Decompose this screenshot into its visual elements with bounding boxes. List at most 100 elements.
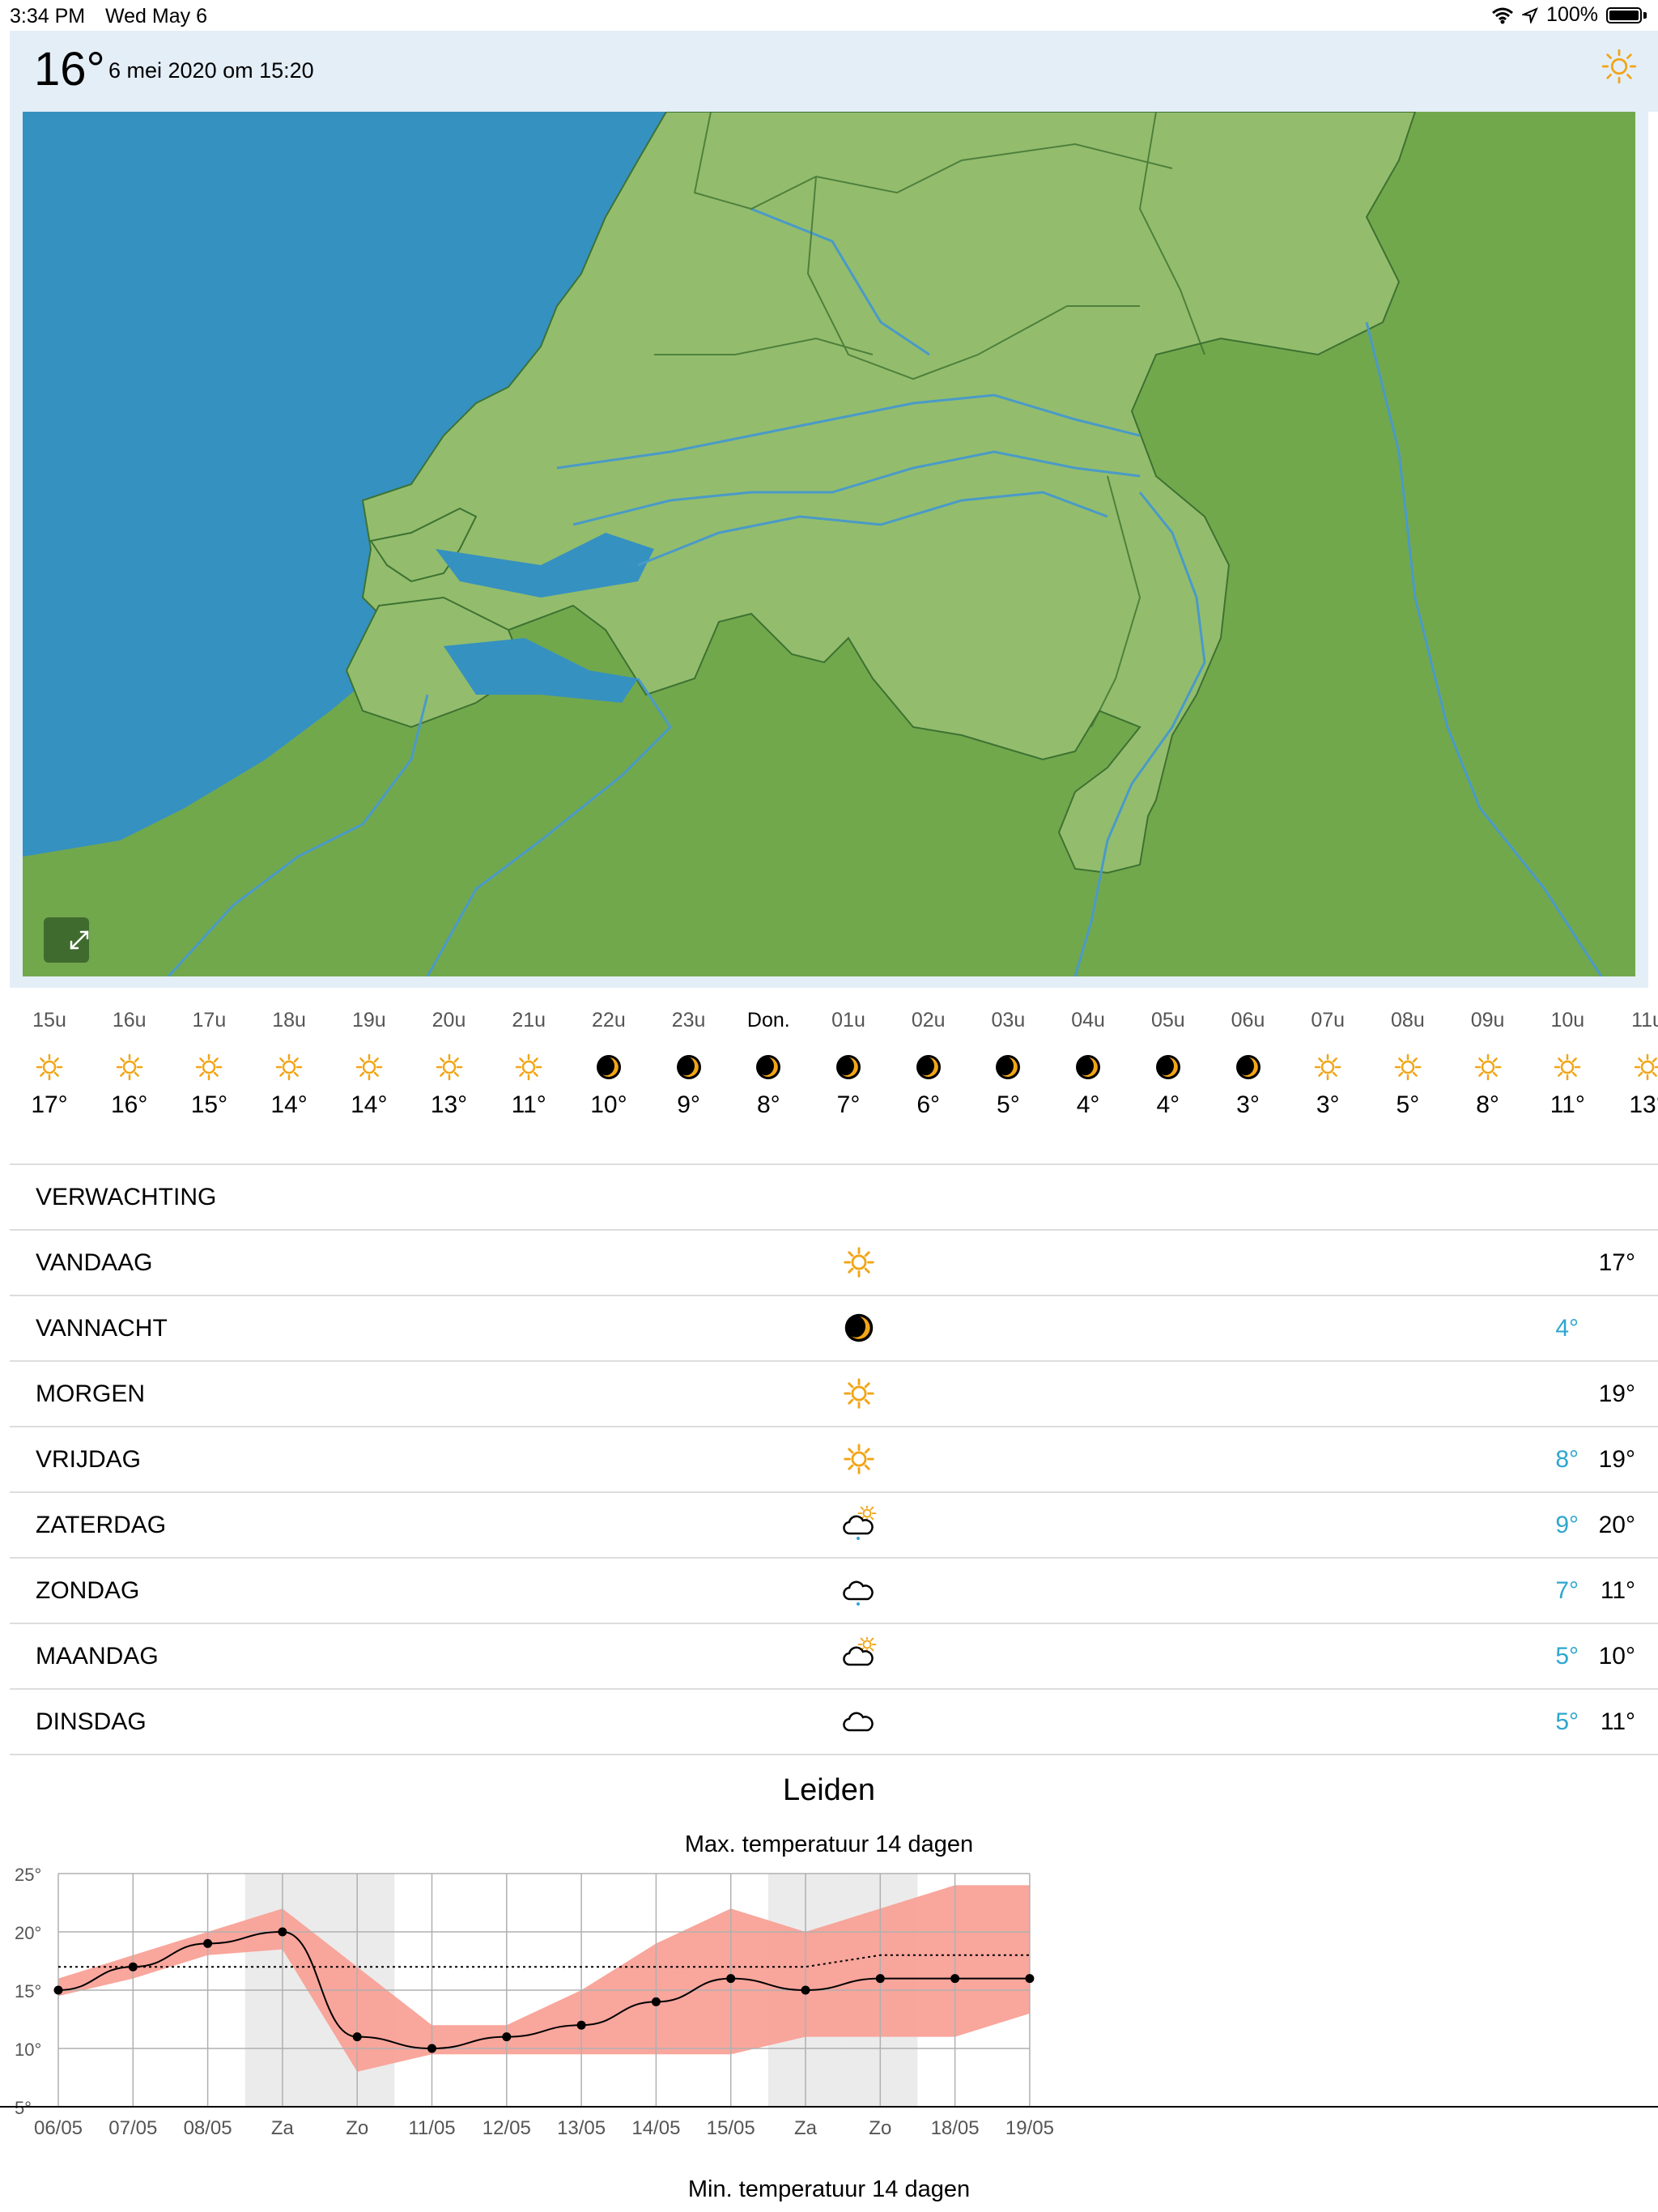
hour-item: 19u 14° bbox=[329, 1004, 409, 1119]
sun-icon bbox=[113, 1051, 146, 1083]
sun-icon bbox=[840, 1375, 878, 1412]
expand-arrows-icon bbox=[70, 930, 89, 950]
forecast-day-name: VRIJDAG bbox=[36, 1446, 142, 1473]
hour-item: 06u 3° bbox=[1209, 1004, 1288, 1119]
hour-label: 16u bbox=[112, 1009, 147, 1032]
sun-icon bbox=[33, 1051, 66, 1083]
forecast-day-name: MAANDAG bbox=[36, 1643, 159, 1670]
location-name: Leiden bbox=[782, 1773, 876, 1807]
x-tick-label: Zo bbox=[869, 2117, 891, 2139]
sun-icon bbox=[840, 1440, 878, 1478]
x-tick-label: 15/05 bbox=[707, 2117, 755, 2139]
forecast-day-name: DINSDAG bbox=[36, 1708, 147, 1735]
hour-label: 19u bbox=[351, 1009, 386, 1032]
forecast-high: 10° bbox=[1598, 1643, 1635, 1670]
hour-temperature: 3° bbox=[1236, 1091, 1260, 1118]
weather-map[interactable] bbox=[10, 112, 1648, 988]
sun-icon bbox=[193, 1051, 225, 1083]
hour-temperature: 4° bbox=[1076, 1091, 1100, 1118]
hour-temperature: 3° bbox=[1316, 1091, 1340, 1118]
hour-label: 07u bbox=[1311, 1009, 1346, 1032]
hour-temperature: 6° bbox=[916, 1091, 941, 1118]
hour-item: 20u 13° bbox=[410, 1004, 489, 1119]
max-temp-chart-title: Max. temperatuur 14 dagen bbox=[684, 1831, 974, 1857]
data-point bbox=[875, 1974, 885, 1984]
forecast-row-zondag[interactable]: ZONDAG 7° 11° bbox=[10, 1557, 1658, 1623]
forecast-row-maandag[interactable]: MAANDAG 5° 10° bbox=[10, 1623, 1658, 1688]
hour-label: 18u bbox=[272, 1009, 306, 1032]
moon-icon bbox=[1232, 1051, 1265, 1083]
forecast-high: 19° bbox=[1598, 1380, 1635, 1407]
hour-item: 05u 4° bbox=[1129, 1004, 1208, 1119]
hour-label: 02u bbox=[911, 1009, 946, 1032]
sun-icon bbox=[512, 1051, 545, 1083]
hour-item: 11u 13° bbox=[1608, 1004, 1658, 1119]
update-timestamp: 6 mei 2020 om 15:20 bbox=[108, 58, 314, 83]
data-point bbox=[651, 1997, 661, 2006]
data-point bbox=[726, 1974, 736, 1984]
hour-label: 06u bbox=[1231, 1009, 1265, 1032]
x-tick-label: 06/05 bbox=[34, 2117, 83, 2139]
hour-temperature: 9° bbox=[677, 1091, 700, 1118]
hour-item: 08u 5° bbox=[1368, 1004, 1448, 1119]
map-graphic[interactable] bbox=[23, 112, 1635, 976]
location-arrow-icon bbox=[1522, 6, 1538, 23]
expand-map-button[interactable] bbox=[44, 917, 89, 963]
sun-icon bbox=[1392, 1051, 1424, 1083]
hour-item: 22u 10° bbox=[569, 1004, 648, 1119]
hour-label: 11u bbox=[1631, 1009, 1658, 1032]
hour-temperature: 14° bbox=[351, 1091, 388, 1118]
data-point bbox=[1025, 1974, 1035, 1984]
data-point bbox=[502, 2032, 512, 2042]
forecast-day-name: MORGEN bbox=[36, 1380, 145, 1407]
moon-icon bbox=[1152, 1051, 1184, 1083]
forecast-high: 20° bbox=[1598, 1512, 1635, 1538]
hourly-forecast-strip[interactable]: 15u 17° 16u 16° 17u 15° 18u 14° 19u 14° 20u 13° 21u 1… bbox=[0, 1004, 1658, 1166]
data-point bbox=[801, 1985, 810, 1995]
hour-label: 20u bbox=[432, 1009, 466, 1032]
moon-icon bbox=[1072, 1051, 1104, 1083]
forecast-row-vrijdag[interactable]: VRIJDAG 8° 19° bbox=[10, 1426, 1658, 1491]
hour-item: 17u 15° bbox=[169, 1004, 249, 1119]
forecast-low: 5° bbox=[1555, 1643, 1579, 1670]
hour-label: 05u bbox=[1150, 1009, 1185, 1032]
x-tick-label: 12/05 bbox=[483, 2117, 531, 2139]
forecast-low: 7° bbox=[1555, 1577, 1579, 1604]
hour-label: 03u bbox=[991, 1009, 1026, 1032]
forecast-row-vandaag[interactable]: VANDAAG 17° bbox=[10, 1229, 1658, 1295]
hour-temperature: 17° bbox=[31, 1091, 68, 1118]
forecast-day-name: ZATERDAG bbox=[36, 1512, 167, 1538]
data-point bbox=[950, 1974, 960, 1984]
data-point bbox=[53, 1985, 63, 1995]
hour-label: 04u bbox=[1071, 1009, 1105, 1032]
hour-label: 15u bbox=[32, 1009, 66, 1032]
hour-item: 21u 11° bbox=[489, 1004, 568, 1119]
forecast-title: VERWACHTING bbox=[36, 1184, 217, 1210]
hour-item: 15u 17° bbox=[10, 1004, 89, 1119]
forecast-row-morgen[interactable]: MORGEN 19° bbox=[10, 1360, 1658, 1426]
hour-temperature: 14° bbox=[270, 1091, 308, 1118]
hour-temperature: 16° bbox=[111, 1091, 148, 1118]
hour-temperature: 10° bbox=[590, 1091, 627, 1118]
status-bar: 3:34 PM Wed May 6 100% bbox=[0, 0, 1658, 31]
status-date: Wed May 6 bbox=[105, 5, 207, 28]
data-point bbox=[576, 2020, 586, 2030]
x-tick-label: 11/05 bbox=[408, 2117, 455, 2139]
x-tick-label: 13/05 bbox=[557, 2117, 606, 2139]
wifi-icon bbox=[1492, 7, 1514, 23]
forecast-row-dinsdag[interactable]: DINSDAG 5° 11° bbox=[10, 1688, 1658, 1755]
moon-icon bbox=[752, 1051, 784, 1083]
battery-icon bbox=[1606, 6, 1642, 23]
x-tick-label: 07/05 bbox=[108, 2117, 157, 2139]
hour-item: Don. 8° bbox=[729, 1004, 808, 1119]
sun-cloud-icon bbox=[840, 1635, 878, 1674]
hour-temperature: 11° bbox=[511, 1091, 546, 1118]
forecast-row-vannacht[interactable]: VANNACHT 4° bbox=[10, 1295, 1658, 1360]
hour-temperature: 8° bbox=[1476, 1091, 1499, 1118]
moon-icon bbox=[593, 1051, 625, 1083]
hour-temperature: 8° bbox=[756, 1091, 780, 1118]
cloud-icon bbox=[840, 1703, 878, 1740]
sun-cloud-rain-icon bbox=[840, 1504, 878, 1543]
forecast-row-zaterdag[interactable]: ZATERDAG 9° 20° bbox=[10, 1491, 1658, 1557]
current-weather-header: 16° 6 mei 2020 om 15:20 bbox=[10, 31, 1658, 112]
